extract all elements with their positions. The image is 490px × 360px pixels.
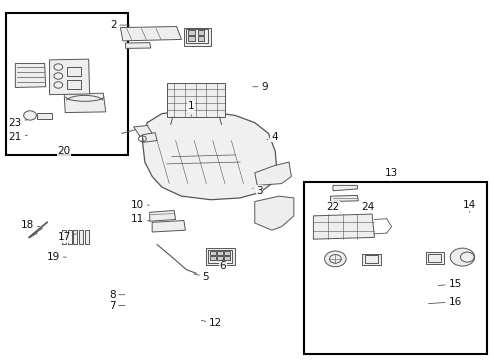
Circle shape [54,82,63,88]
Text: 24: 24 [362,202,375,212]
Circle shape [24,111,36,120]
Text: 13: 13 [385,168,398,182]
Text: 8: 8 [109,290,125,300]
Text: 3: 3 [252,186,263,196]
Polygon shape [150,211,175,221]
Text: 7: 7 [109,301,125,311]
Text: 14: 14 [463,200,476,212]
FancyBboxPatch shape [197,36,204,41]
Circle shape [54,73,63,79]
FancyBboxPatch shape [206,248,235,265]
Polygon shape [152,221,185,232]
Text: 12: 12 [201,319,222,328]
Circle shape [450,248,475,266]
Polygon shape [121,27,181,41]
FancyBboxPatch shape [167,83,225,117]
Polygon shape [49,59,90,95]
Polygon shape [143,133,157,142]
FancyBboxPatch shape [68,230,72,244]
Polygon shape [134,126,152,136]
Text: 17: 17 [58,232,76,242]
FancyBboxPatch shape [184,28,211,45]
Text: 10: 10 [131,200,149,210]
FancyBboxPatch shape [210,251,216,255]
Polygon shape [64,93,106,113]
FancyBboxPatch shape [79,230,83,244]
Text: 22: 22 [326,202,340,212]
Polygon shape [255,162,292,185]
Circle shape [325,251,346,267]
FancyBboxPatch shape [85,230,89,244]
Bar [304,182,487,354]
Polygon shape [314,214,374,239]
FancyBboxPatch shape [362,253,381,265]
Text: 2: 2 [110,20,130,30]
FancyBboxPatch shape [224,251,230,255]
Text: 23: 23 [9,118,27,128]
FancyBboxPatch shape [67,67,81,76]
Text: 21: 21 [9,132,27,142]
Text: 4: 4 [267,132,278,142]
Text: 6: 6 [220,259,226,271]
Polygon shape [255,196,294,230]
FancyBboxPatch shape [224,256,230,260]
FancyBboxPatch shape [188,31,195,35]
FancyBboxPatch shape [210,256,216,260]
Bar [5,13,128,155]
FancyBboxPatch shape [74,230,77,244]
Text: 18: 18 [21,220,40,230]
FancyBboxPatch shape [426,252,444,264]
Text: 19: 19 [47,252,66,262]
FancyBboxPatch shape [197,31,204,35]
FancyBboxPatch shape [188,36,195,41]
FancyBboxPatch shape [67,80,81,89]
Polygon shape [333,185,357,191]
FancyBboxPatch shape [217,256,223,260]
Polygon shape [331,195,358,202]
Text: 9: 9 [253,82,268,92]
Polygon shape [125,42,151,48]
Circle shape [54,64,63,70]
Text: 11: 11 [131,215,149,224]
FancyBboxPatch shape [62,230,66,244]
Text: 5: 5 [194,272,209,282]
Text: 15: 15 [439,279,462,289]
Polygon shape [15,63,46,87]
Text: 1: 1 [188,102,195,116]
Polygon shape [143,111,277,200]
FancyBboxPatch shape [217,251,223,255]
Text: 20: 20 [58,146,71,157]
Text: 16: 16 [429,297,462,307]
FancyBboxPatch shape [37,113,52,119]
